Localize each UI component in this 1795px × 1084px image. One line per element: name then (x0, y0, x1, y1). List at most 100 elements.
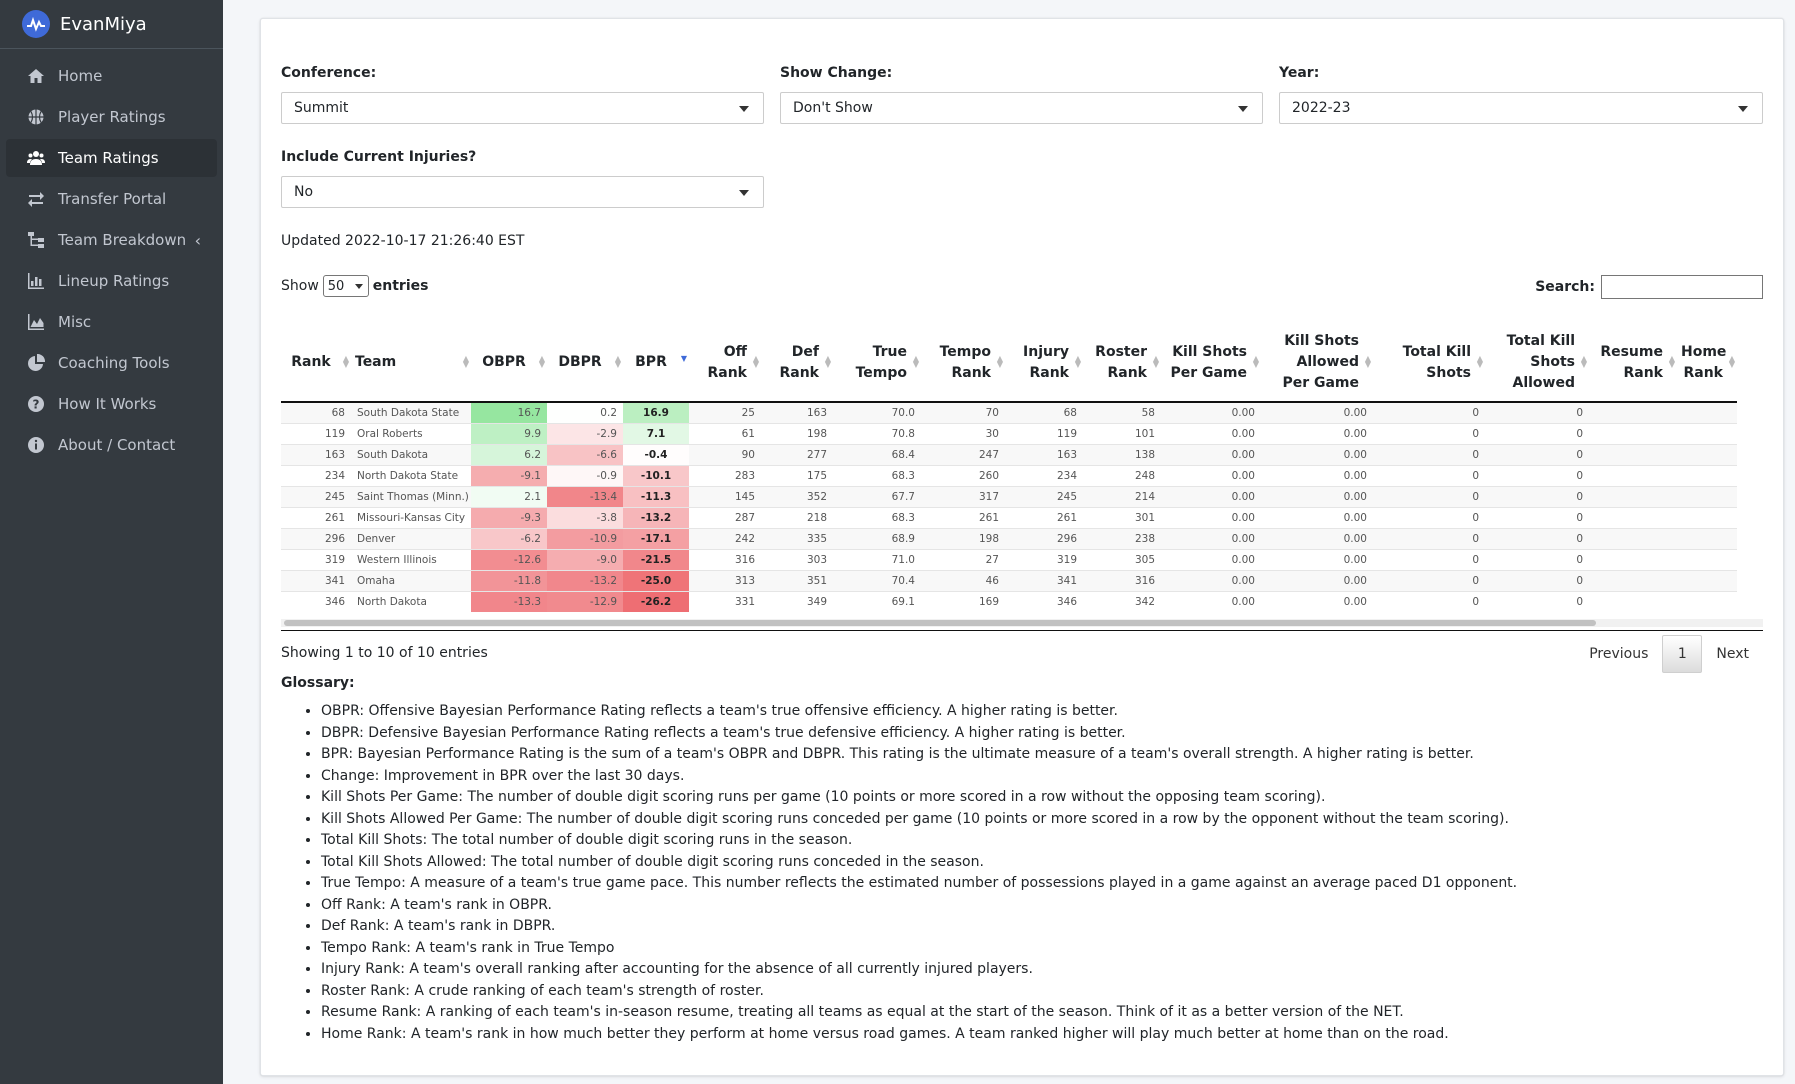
table-cell: 346 (281, 591, 351, 612)
show-change-select[interactable]: Don't Show (780, 92, 1263, 124)
current-page-button[interactable]: 1 (1662, 635, 1703, 673)
column-header[interactable]: Roster Rank ▲ ▼ (1083, 324, 1161, 403)
table-cell: 0.00 (1261, 591, 1373, 612)
chevron-down-icon (739, 106, 749, 112)
column-header[interactable]: Home Rank ▲ ▼ (1677, 324, 1737, 403)
sort-icon: ▲ ▼ (1152, 354, 1159, 369)
sidebar-item-misc[interactable]: Misc (6, 303, 217, 341)
conference-value: Summit (294, 100, 349, 116)
table-cell: 296 (1005, 528, 1083, 550)
column-header[interactable]: Resume Rank ▲ ▼ (1589, 324, 1677, 403)
table-row[interactable]: 234 North Dakota State -9.1 -0.9 -10.1 283 175… (281, 465, 1737, 487)
table-row[interactable]: 261 Missouri-Kansas City -9.3 -3.8 -13.2 287 2… (281, 507, 1737, 529)
sidebar-item-team-breakdown[interactable]: Team Breakdown ‹ (6, 221, 217, 259)
column-header[interactable]: Injury Rank ▲ ▼ (1005, 324, 1083, 403)
table-row[interactable]: 319 Western Illinois -12.6 -9.0 -21.5 316 303 7… (281, 549, 1737, 571)
table-row[interactable]: 119 Oral Roberts 9.9 -2.9 7.1 61 198 70.8 30 119 1… (281, 423, 1737, 445)
next-page-button[interactable]: Next (1716, 646, 1749, 662)
sidebar-item-home[interactable]: Home (6, 57, 217, 95)
table-cell: 260 (921, 465, 1005, 487)
column-header[interactable]: Rank ▲ ▼ (281, 324, 351, 403)
sidebar-item-about-contact[interactable]: About / Contact (6, 426, 217, 464)
column-header[interactable]: OBPR ▲ ▼ (471, 324, 547, 403)
table-cell: 198 (761, 423, 833, 445)
sidebar-item-label: How It Works (58, 395, 157, 413)
column-header[interactable]: Tempo Rank ▲ ▼ (921, 324, 1005, 403)
column-header[interactable]: True Tempo ▲ ▼ (833, 324, 921, 403)
injuries-value: No (294, 184, 314, 200)
table-cell: -6.6 (547, 444, 623, 466)
table-cell (1677, 444, 1737, 466)
table-row[interactable]: 346 North Dakota -13.3 -12.9 -26.2 331 349 69.1… (281, 591, 1737, 612)
sidebar-item-coaching-tools[interactable]: Coaching Tools (6, 344, 217, 382)
table-cell: -9.3 (471, 507, 547, 529)
table-cell: 0 (1485, 423, 1589, 445)
table-cell: -0.4 (623, 444, 689, 466)
horizontal-scrollbar[interactable] (281, 619, 1763, 627)
table-cell: 58 (1083, 401, 1161, 424)
table-cell: 287 (689, 507, 761, 529)
year-select[interactable]: 2022-23 (1279, 92, 1763, 124)
table-cell: 198 (921, 528, 1005, 550)
sort-icon: ▲ ▼ (1476, 354, 1483, 369)
table-cell: -13.2 (623, 507, 689, 529)
column-header[interactable]: Def Rank ▲ ▼ (761, 324, 833, 403)
sort-icon: ▲ ▼ (912, 354, 919, 369)
column-header[interactable]: Team ▲ ▼ (351, 324, 471, 403)
table-cell: 317 (921, 486, 1005, 508)
table-row[interactable]: 341 Omaha -11.8 -13.2 -25.0 313 351 70.4 46 341 31… (281, 570, 1737, 592)
sidebar-item-label: Player Ratings (58, 108, 166, 126)
column-header[interactable]: Kill Shots Allowed Per Game ▲ ▼ (1261, 324, 1373, 403)
column-header[interactable]: Total Kill Shots ▲ ▼ (1373, 324, 1485, 403)
table-cell (1589, 423, 1677, 445)
sidebar-item-team-ratings[interactable]: Team Ratings (6, 139, 217, 177)
injuries-select[interactable]: No (281, 176, 764, 208)
column-header[interactable]: BPR ▼ (623, 324, 689, 403)
sort-icon: ▲ ▼ (1364, 354, 1371, 369)
table-cell: 0 (1485, 486, 1589, 508)
table-cell: -26.2 (623, 591, 689, 612)
column-header-label: Kill Shots Allowed Per Game (1282, 333, 1359, 391)
search-input[interactable] (1601, 275, 1763, 299)
sidebar-item-transfer-portal[interactable]: Transfer Portal (6, 180, 217, 218)
brand[interactable]: EvanMiya (0, 0, 223, 49)
table-cell: 0.00 (1161, 486, 1261, 508)
table-cell: 0.00 (1261, 465, 1373, 487)
table-cell: Denver (351, 528, 471, 550)
bar-chart-icon (26, 272, 46, 290)
sort-icon: ▲ ▼ (824, 354, 831, 369)
table-row[interactable]: 68 South Dakota State 16.7 0.2 16.9 25 163 70.0… (281, 401, 1737, 424)
table-cell: 351 (761, 570, 833, 592)
table-row[interactable]: 296 Denver -6.2 -10.9 -17.1 242 335 68.9 198 296 2… (281, 528, 1737, 550)
table-cell (1677, 423, 1737, 445)
previous-page-button[interactable]: Previous (1589, 646, 1649, 662)
table-cell: 305 (1083, 549, 1161, 571)
table-cell: -13.4 (547, 486, 623, 508)
table-cell: 283 (689, 465, 761, 487)
table-cell: 68.3 (833, 465, 921, 487)
column-header[interactable]: DBPR ▲ ▼ (547, 324, 623, 403)
sidebar-item-lineup-ratings[interactable]: Lineup Ratings (6, 262, 217, 300)
exchange-icon (26, 190, 46, 208)
table-row[interactable]: 245 Saint Thomas (Minn.) 2.1 -13.4 -11.3 145 3… (281, 486, 1737, 508)
column-header[interactable]: Kill Shots Per Game ▲ ▼ (1161, 324, 1261, 403)
entries-select[interactable]: 50 (322, 275, 369, 297)
svg-text:?: ? (33, 398, 40, 412)
table-cell: -2.9 (547, 423, 623, 445)
scrollbar-thumb[interactable] (284, 620, 1596, 626)
table-scroll-area[interactable]: Rank ▲ ▼ Team ▲ ▼ OBPR ▲ ▼ DBPR ▲ ▼ BPR ▼ Off Rank ▲ ▼ De… (281, 324, 1763, 631)
sort-icon: ▲ ▼ (1074, 354, 1081, 369)
question-circle-icon: ? (26, 395, 46, 413)
table-row[interactable]: 163 South Dakota 6.2 -6.6 -0.4 90 277 68.4 247 16… (281, 444, 1737, 466)
sidebar-item-how-it-works[interactable]: ? How It Works (6, 385, 217, 423)
sidebar-item-player-ratings[interactable]: Player Ratings (6, 98, 217, 136)
table-cell: 335 (761, 528, 833, 550)
table-cell (1589, 528, 1677, 550)
table-cell: 0 (1373, 549, 1485, 571)
table-cell (1677, 549, 1737, 571)
conference-select[interactable]: Summit (281, 92, 764, 124)
column-header[interactable]: Off Rank ▲ ▼ (689, 324, 761, 403)
column-header[interactable]: Total Kill Shots Allowed ▲ ▼ (1485, 324, 1589, 403)
glossary-title: Glossary: (281, 675, 355, 691)
table-cell: 68.4 (833, 444, 921, 466)
